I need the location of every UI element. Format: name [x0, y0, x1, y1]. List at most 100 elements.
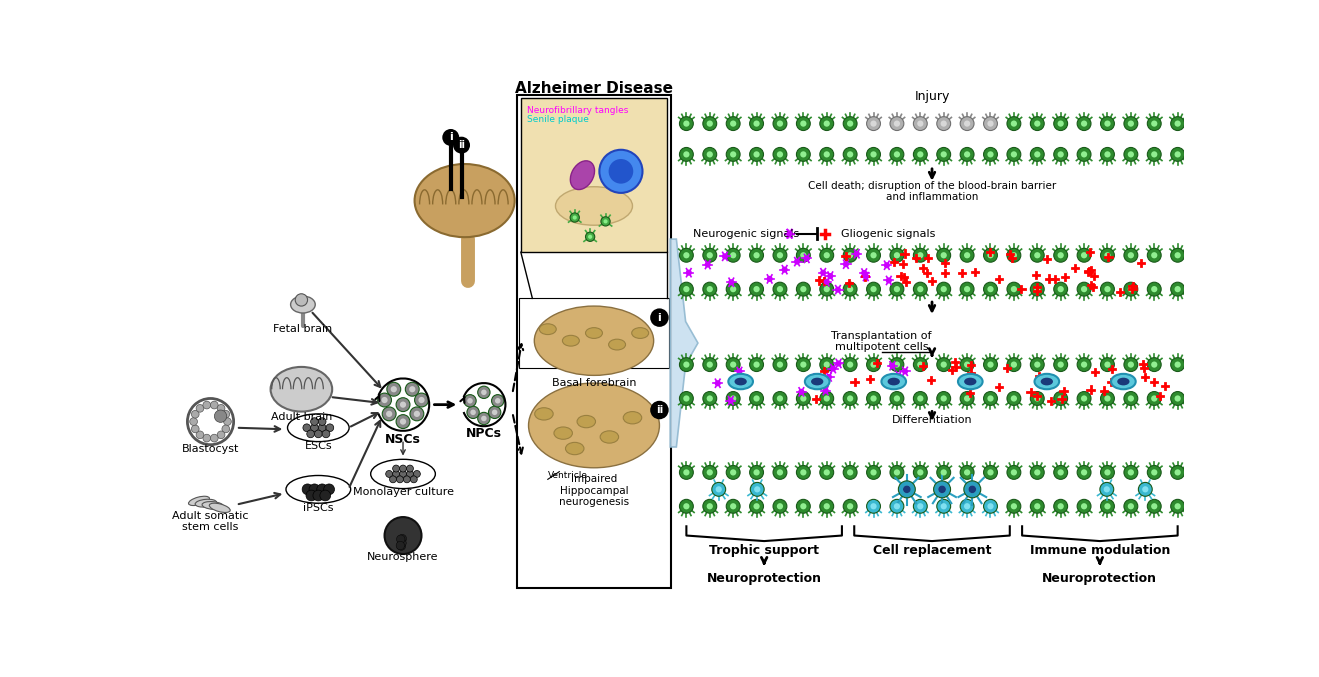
Circle shape: [1010, 469, 1017, 475]
Circle shape: [847, 469, 853, 475]
Circle shape: [396, 397, 410, 412]
Circle shape: [871, 252, 877, 259]
Ellipse shape: [286, 475, 351, 503]
Circle shape: [400, 465, 406, 472]
Circle shape: [191, 410, 199, 418]
Text: Differentiation: Differentiation: [892, 415, 972, 425]
Circle shape: [218, 404, 226, 412]
Circle shape: [414, 393, 429, 407]
Circle shape: [890, 116, 904, 131]
Circle shape: [712, 483, 725, 496]
Circle shape: [964, 481, 981, 498]
Circle shape: [397, 535, 405, 544]
Circle shape: [890, 391, 904, 406]
Circle shape: [794, 259, 801, 265]
Circle shape: [797, 282, 810, 296]
Circle shape: [1030, 116, 1045, 131]
Circle shape: [960, 282, 973, 296]
Circle shape: [1104, 252, 1111, 259]
Circle shape: [938, 485, 946, 493]
Circle shape: [1058, 395, 1064, 401]
Circle shape: [683, 503, 690, 509]
Circle shape: [1124, 466, 1138, 479]
Circle shape: [964, 252, 971, 259]
Circle shape: [1174, 469, 1181, 475]
Circle shape: [797, 466, 810, 479]
Circle shape: [197, 404, 204, 412]
Circle shape: [306, 490, 317, 501]
Circle shape: [1034, 286, 1041, 292]
Circle shape: [917, 469, 923, 475]
Circle shape: [404, 476, 410, 483]
Circle shape: [843, 148, 857, 161]
Text: Cell replacement: Cell replacement: [873, 544, 992, 556]
Circle shape: [1128, 252, 1134, 259]
Ellipse shape: [888, 378, 900, 385]
Circle shape: [1034, 151, 1041, 158]
Circle shape: [197, 431, 204, 439]
Circle shape: [650, 309, 669, 327]
Ellipse shape: [624, 412, 642, 424]
Circle shape: [727, 116, 740, 131]
Circle shape: [1128, 151, 1134, 158]
Circle shape: [413, 471, 421, 477]
Circle shape: [1006, 248, 1021, 262]
Circle shape: [871, 362, 877, 368]
Circle shape: [400, 418, 406, 424]
Circle shape: [1054, 500, 1067, 513]
Circle shape: [1174, 286, 1181, 292]
Circle shape: [823, 503, 830, 509]
Circle shape: [707, 503, 712, 509]
Circle shape: [1058, 286, 1064, 292]
Circle shape: [749, 466, 764, 479]
Circle shape: [400, 471, 406, 477]
Circle shape: [823, 151, 830, 158]
Circle shape: [867, 500, 881, 513]
Circle shape: [1138, 483, 1153, 496]
Text: Neurosphere: Neurosphere: [367, 552, 439, 562]
Circle shape: [801, 252, 806, 259]
Circle shape: [1124, 357, 1138, 372]
Circle shape: [1151, 362, 1157, 368]
Circle shape: [398, 539, 406, 547]
Circle shape: [968, 485, 976, 493]
Circle shape: [843, 357, 857, 372]
Circle shape: [1148, 248, 1161, 262]
Circle shape: [984, 116, 997, 131]
Circle shape: [317, 484, 327, 495]
Circle shape: [801, 151, 806, 158]
Circle shape: [1078, 248, 1091, 262]
Ellipse shape: [632, 328, 649, 338]
Circle shape: [960, 466, 973, 479]
Circle shape: [1082, 395, 1087, 401]
Circle shape: [1142, 486, 1149, 492]
Circle shape: [1100, 248, 1115, 262]
Circle shape: [1151, 286, 1157, 292]
Circle shape: [754, 486, 760, 492]
Circle shape: [492, 395, 504, 407]
Circle shape: [917, 252, 923, 259]
Circle shape: [728, 279, 735, 285]
Circle shape: [1104, 121, 1111, 127]
Circle shape: [913, 466, 927, 479]
Circle shape: [477, 412, 491, 424]
Circle shape: [904, 485, 910, 493]
Circle shape: [826, 374, 832, 380]
Circle shape: [823, 252, 830, 259]
Circle shape: [890, 282, 904, 296]
Text: Gliogenic signals: Gliogenic signals: [842, 229, 935, 239]
Circle shape: [1078, 116, 1091, 131]
Circle shape: [703, 357, 716, 372]
Circle shape: [960, 500, 973, 513]
Circle shape: [936, 116, 951, 131]
Circle shape: [1148, 148, 1161, 161]
Circle shape: [886, 278, 892, 284]
Circle shape: [492, 410, 497, 415]
Circle shape: [683, 121, 690, 127]
Circle shape: [913, 116, 927, 131]
Circle shape: [820, 391, 834, 406]
Circle shape: [727, 500, 740, 513]
Circle shape: [1054, 116, 1067, 131]
Circle shape: [1104, 395, 1111, 401]
Circle shape: [863, 274, 869, 280]
